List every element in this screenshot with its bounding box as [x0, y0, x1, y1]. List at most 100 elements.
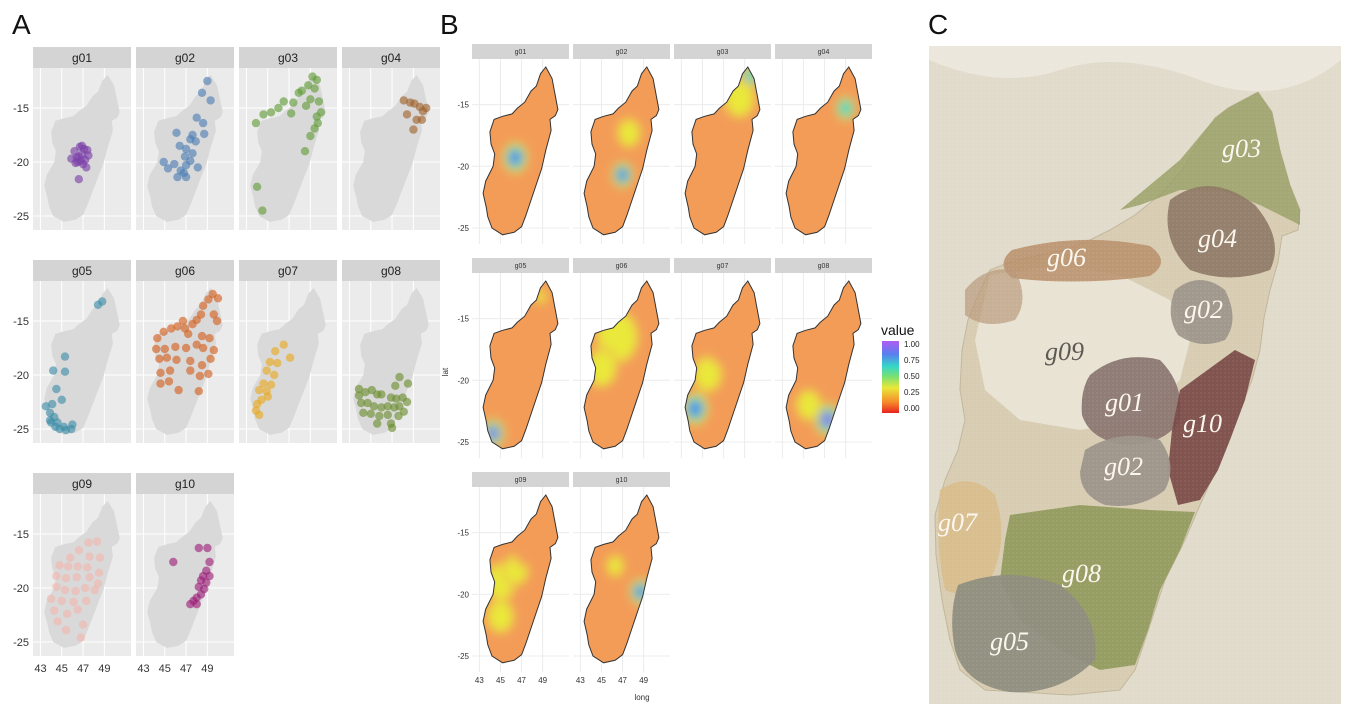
scatter-point	[59, 422, 69, 431]
scatter-point	[304, 81, 313, 90]
scatter-point	[205, 334, 214, 343]
facet-title: g03	[278, 51, 298, 65]
y-tick-label: -20	[457, 162, 469, 171]
scatter-point	[395, 372, 404, 382]
y-tick-label: -15	[457, 315, 469, 324]
scatter-point	[285, 353, 295, 362]
facet-title: g01	[72, 51, 92, 65]
y-tick-label: -25	[457, 438, 469, 447]
scatter-point	[206, 354, 215, 363]
scatter-point	[41, 402, 50, 411]
facet-title: g08	[381, 264, 401, 278]
heat-hotspot	[688, 400, 702, 417]
scatter-point	[152, 344, 161, 354]
scatter-point	[366, 409, 375, 418]
coastline	[684, 280, 761, 450]
scatter-point	[377, 403, 386, 412]
facet-strip	[472, 472, 569, 487]
map-label-g05: g05	[990, 627, 1029, 656]
madagascar-shape	[353, 288, 429, 435]
scatter-point	[255, 410, 264, 420]
scatter-point	[188, 320, 197, 329]
heat-hotspot	[618, 119, 640, 147]
scatter-point	[46, 594, 56, 603]
scatter-point	[178, 316, 188, 326]
scatter-point	[213, 294, 223, 303]
scatter-point	[156, 368, 165, 377]
scatter-point	[265, 357, 275, 367]
facet-strip	[136, 47, 234, 68]
heat-hotspot	[617, 168, 628, 182]
scatter-point	[263, 392, 272, 401]
map-label-g02-south: g02	[1104, 452, 1143, 481]
facet-strip	[136, 260, 234, 281]
panel-b-ylabel: lat	[441, 367, 450, 376]
scatter-point	[375, 411, 384, 421]
scatter-point	[81, 583, 90, 593]
scatter-point	[53, 617, 62, 626]
x-tick-label: 45	[159, 663, 171, 675]
facet-g09: g09 -15 -20 -25	[13, 473, 131, 656]
scatter-point	[66, 553, 75, 562]
scatter-point	[202, 578, 211, 587]
scatter-point	[271, 347, 280, 356]
heat-facet-g08: g08	[775, 258, 872, 458]
scatter-point	[171, 342, 180, 352]
heat-hotspot	[694, 357, 722, 392]
y-tick-label: -25	[13, 211, 29, 223]
scatter-point	[206, 96, 215, 105]
coastline	[482, 494, 559, 664]
facet-strip	[472, 44, 569, 59]
legend-colorbar	[882, 341, 899, 413]
scatter-point	[255, 385, 264, 395]
facet-strip	[33, 260, 131, 281]
scatter-point	[50, 606, 59, 615]
y-tick-label: -15	[457, 529, 469, 538]
panel-label-a: A	[12, 9, 31, 40]
scatter-point	[204, 295, 213, 304]
facet-title: g01	[515, 49, 527, 56]
scatter-point	[259, 110, 268, 119]
scatter-point	[383, 402, 392, 411]
scatter-point	[209, 310, 218, 319]
scatter-point	[153, 334, 162, 343]
scatter-point	[60, 585, 70, 595]
y-tick-label: -20	[13, 583, 29, 595]
scatter-point	[162, 353, 172, 362]
heat-hotspot	[607, 555, 624, 577]
y-tick-label: -20	[13, 157, 29, 169]
facet-title: g09	[515, 477, 527, 484]
heat-hotspot	[839, 100, 852, 116]
scatter-point	[92, 537, 102, 546]
scatter-point	[314, 97, 324, 106]
scatter-point	[200, 129, 209, 139]
x-tick-label: 49	[98, 663, 110, 675]
scatter-point	[181, 343, 191, 353]
scatter-point	[93, 579, 103, 588]
x-tick-label: 47	[77, 663, 89, 675]
facet-title: g10	[616, 477, 628, 484]
scatter-point	[48, 399, 57, 409]
scatter-point	[73, 562, 82, 571]
coastline	[482, 280, 559, 450]
map-label-g03: g03	[1222, 134, 1261, 163]
scatter-point	[186, 135, 195, 144]
x-tick-label: 43	[576, 676, 585, 685]
scatter-point	[363, 398, 372, 408]
madagascar-shape	[250, 75, 326, 222]
scatter-point	[306, 95, 315, 104]
facet-g02: g02	[136, 47, 234, 230]
scatter-point	[252, 182, 262, 191]
heat-hotspot	[487, 600, 514, 633]
scatter-point	[266, 108, 276, 117]
scatter-point	[273, 358, 282, 368]
scatter-point	[76, 633, 86, 642]
map-label-g10: g10	[1183, 409, 1222, 438]
heat-hotspot	[489, 428, 497, 438]
facet-title: g05	[515, 263, 527, 270]
facet-title: g08	[818, 263, 830, 270]
coastline	[583, 66, 660, 236]
scatter-point	[192, 600, 201, 609]
scatter-point	[82, 596, 91, 606]
heat-hotspot	[823, 414, 832, 426]
